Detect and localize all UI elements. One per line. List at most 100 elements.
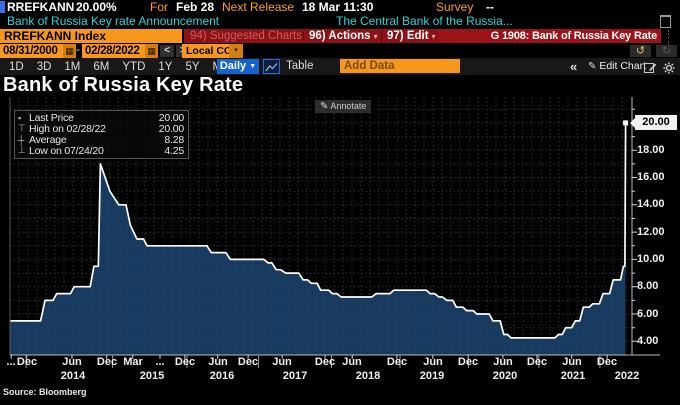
x-axis-year-label: 2016 <box>209 370 235 382</box>
central-bank-link[interactable]: The Central Bank of the Russia... <box>336 14 513 28</box>
edit-button[interactable]: 97) Edit ▾ <box>387 30 436 42</box>
x-axis-year-label: 2018 <box>355 370 381 382</box>
period-tab-1d[interactable]: 1D <box>9 60 24 73</box>
x-axis-year-label: 2022 <box>614 370 640 382</box>
x-axis-month-label: Jun <box>62 356 82 368</box>
calendar-icon[interactable]: ▦ <box>63 44 76 58</box>
ticker-symbol: RREFKANN <box>7 0 75 14</box>
chart-settings-icon[interactable] <box>644 61 657 79</box>
pencil-icon: ✎ <box>320 101 329 112</box>
terminal-cursor-icon <box>0 1 5 13</box>
legend-row[interactable]: ⊥ Low on 07/24/20 4.25 <box>18 144 184 157</box>
for-label: For <box>150 0 168 14</box>
period-tabs: 1D3D1M6MYTD1Y5YMax <box>9 58 234 75</box>
x-axis-month-label: Jun <box>272 356 292 368</box>
calendar-icon[interactable]: ▦ <box>145 44 158 58</box>
legend-marker-icon: ⊥ <box>18 145 26 155</box>
pencil-icon: ✎ <box>588 61 597 72</box>
axis-lines <box>10 97 660 356</box>
price-line <box>10 122 627 339</box>
area-fill <box>10 122 626 356</box>
last-value: 20.00% <box>76 0 117 14</box>
end-date-field[interactable]: 02/28/2022 ▦ <box>82 44 158 58</box>
currency-dropdown-icon[interactable]: ▾ <box>229 44 243 58</box>
x-axis-year-label: 2017 <box>282 370 308 382</box>
legend-marker-icon: ┼ <box>18 134 25 145</box>
legend-label: Average <box>29 133 67 146</box>
survey-label: Survey <box>436 0 474 14</box>
gear-icon[interactable] <box>663 61 675 79</box>
x-axis-month-label: Dec <box>96 356 118 368</box>
currency-select[interactable]: Local CCY <box>182 44 243 58</box>
x-axis-month-label: Dec <box>16 356 38 368</box>
x-axis-month-label: Jun <box>208 356 228 368</box>
annotate-button[interactable]: ✎ Annotate <box>315 100 372 113</box>
redo-button[interactable]: ↻ <box>656 45 677 57</box>
ticker-input[interactable]: RREFKANN Index <box>0 29 182 43</box>
table-button[interactable]: Table <box>286 60 314 72</box>
last-price-tag: 20.00 <box>630 115 677 130</box>
period-tab-3d[interactable]: 3D <box>36 60 52 73</box>
shift-left-button[interactable]: < <box>160 45 174 57</box>
period-tab-1m[interactable]: 1M <box>64 60 81 73</box>
y-axis-label: 4.00 <box>637 335 659 347</box>
actions-button[interactable]: 96) Actions ▾ <box>309 30 378 42</box>
x-axis-month-label: Jun <box>562 356 582 368</box>
legend-row[interactable]: ▪ Last Price 20.00 <box>18 111 184 124</box>
chevron-down-icon: ▼ <box>249 63 257 70</box>
period-tab-ytd[interactable]: YTD <box>122 60 146 73</box>
y-axis-label: 6.00 <box>637 308 659 320</box>
year-separator-ticks <box>25 355 601 368</box>
x-axis-year-label: 2020 <box>492 370 518 382</box>
suggested-charts-button[interactable]: 94) Suggested Charts <box>190 30 302 42</box>
x-axis-month-label: Mar <box>123 356 143 368</box>
period-toolbar: 1D3D1M6MYTD1Y5YMax Daily ▼ Table Add Dat… <box>0 58 680 75</box>
announcement-link[interactable]: Bank of Russia Key rate Announcement <box>7 14 220 28</box>
date-range-bar: 08/31/2000 ▦ - 02/28/2022 ▦ < > Local CC… <box>0 44 680 58</box>
legend-row[interactable]: ┼ Average 8.28 <box>18 133 184 146</box>
grid-vertical <box>18 97 623 355</box>
legend-row[interactable]: ⊤ High on 02/28/22 20.00 <box>18 122 184 135</box>
x-axis-month-label: ... <box>155 356 165 368</box>
command-bar: RREFKANN Index 94) Suggested Charts 96) … <box>0 29 680 50</box>
page-title: Bank of Russia Key Rate <box>3 74 244 96</box>
x-axis-month-label: ... <box>6 356 16 368</box>
x-axis-year-label: 2019 <box>419 370 445 382</box>
add-data-input[interactable]: Add Data <box>340 59 460 73</box>
edit-chart-button[interactable]: ✎ Edit Chart <box>588 60 646 72</box>
legend-marker-icon: ⊤ <box>18 123 26 133</box>
legend-label: High on 02/28/22 <box>29 122 106 135</box>
legend-label: Last Price <box>29 111 74 124</box>
period-tab-6m[interactable]: 6M <box>93 60 110 73</box>
x-axis-month-label: Dec <box>596 356 618 368</box>
y-axis-label: 8.00 <box>637 280 659 292</box>
next-release-label: Next Release <box>222 0 295 14</box>
undo-button[interactable]: ↺ <box>630 45 651 57</box>
divider <box>303 30 304 42</box>
collapse-toolbar-button[interactable]: « <box>570 59 578 74</box>
legend-label: Low on 07/24/20 <box>29 144 104 157</box>
source-credit: Source: Bloomberg <box>3 387 87 397</box>
y-axis-label: 18.00 <box>637 144 665 156</box>
period-tab-1y[interactable]: 1Y <box>158 60 173 73</box>
chart-type-button[interactable] <box>263 59 280 74</box>
line-chart-icon <box>265 63 278 72</box>
x-axis-month-label: Dec <box>174 356 196 368</box>
legend-value: 20.00 <box>158 122 184 135</box>
x-axis-month-label: Dec <box>526 356 548 368</box>
x-axis-month-label: Jun <box>423 356 443 368</box>
frequency-select[interactable]: Daily ▼ <box>217 59 259 74</box>
x-axis-month-label: Dec <box>314 356 336 368</box>
x-axis-month-label: Dec <box>457 356 479 368</box>
chart-legend: ▪ Last Price 20.00 ⊤ High on 02/28/22 20.00 ┼ A… <box>14 110 189 159</box>
news-note-icon[interactable] <box>660 15 671 28</box>
next-release-value: 18 Mar 11:30 <box>302 0 374 14</box>
chart-id-segment <box>438 29 661 43</box>
x-axis-year-label: 2014 <box>60 370 86 382</box>
start-date-field[interactable]: 08/31/2000 ▦ <box>0 44 76 58</box>
x-axis-year-label: 2015 <box>139 370 165 382</box>
divider <box>381 30 382 42</box>
period-tab-5y[interactable]: 5Y <box>185 60 200 73</box>
x-axis-month-label: Dec <box>237 356 259 368</box>
